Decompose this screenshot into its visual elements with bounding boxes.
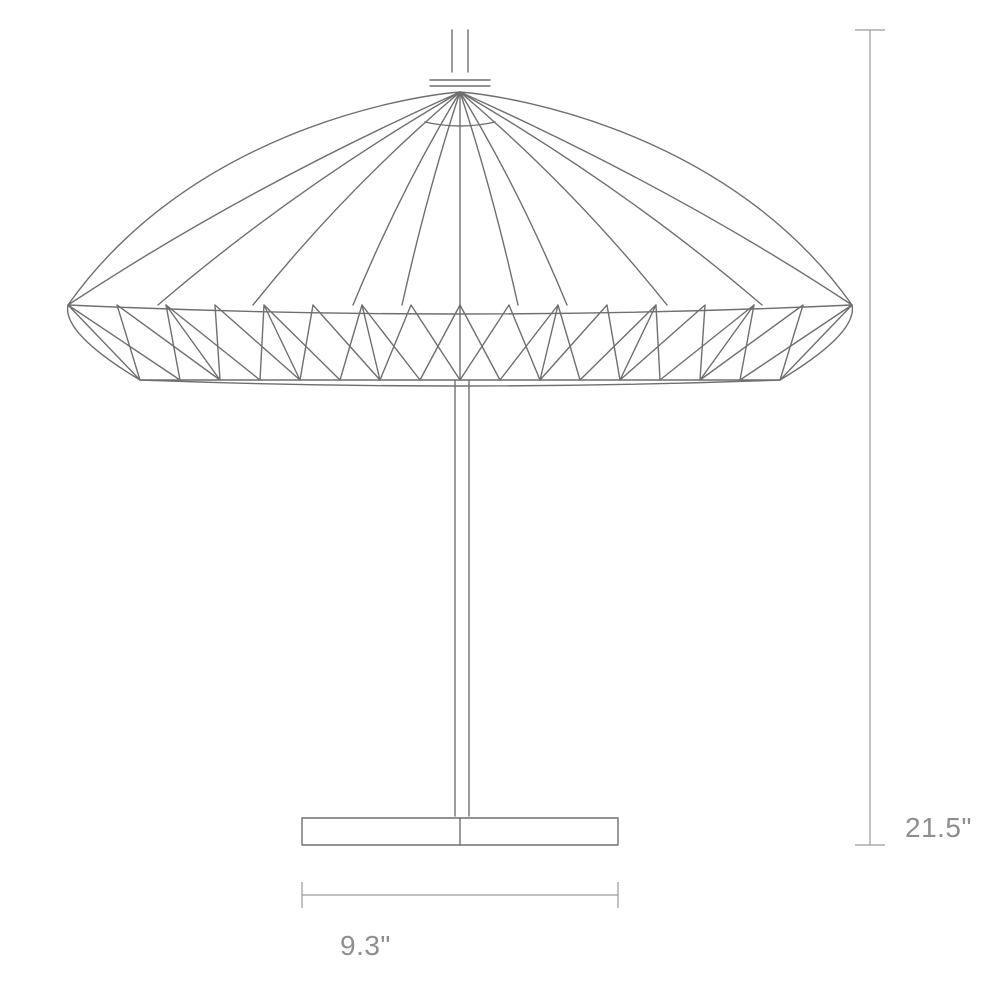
diagram-stage: 21.5" 9.3" xyxy=(0,0,1000,1000)
lamp-drawing xyxy=(0,0,1000,1000)
height-dimension-label: 21.5" xyxy=(905,812,972,844)
base-width-dimension-label: 9.3" xyxy=(340,930,391,962)
